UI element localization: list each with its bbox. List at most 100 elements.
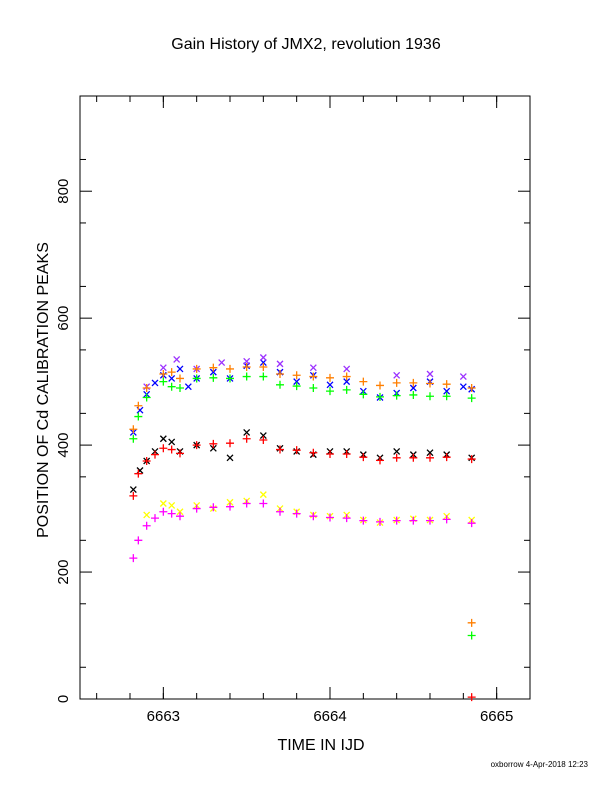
data-point [242,363,251,372]
data-point [392,453,401,462]
data-point [151,450,159,459]
data-point [309,364,317,372]
data-point [226,364,234,373]
data-point [226,498,234,506]
data-point [459,373,467,381]
data-point [176,508,184,516]
data-point [342,372,351,381]
data-point [326,513,334,522]
data-point [376,381,384,390]
data-point [426,449,434,457]
data-point [376,517,384,526]
data-point [343,365,351,373]
data-point [292,382,301,391]
data-point [129,554,138,563]
data-point [142,456,151,465]
data-point [184,383,192,391]
x-axis-label: TIME IN IJD [277,737,365,754]
data-point [392,391,401,400]
data-point [129,491,138,500]
data-point [176,365,184,373]
data-point [192,441,201,450]
data-point [442,380,451,389]
data-point [259,354,267,361]
data-point [276,360,284,368]
y-tick-label: 0 [55,695,72,703]
data-point [359,377,368,386]
data-point [467,383,476,392]
data-point [242,434,251,443]
data-point [159,435,167,443]
data-point [259,499,268,508]
data-point [443,387,451,395]
data-point [134,412,143,421]
data-point [129,434,138,443]
data-point [467,394,476,403]
data-point [426,370,434,378]
data-point [326,449,334,458]
data-point [326,387,334,396]
y-tick-label: 800 [55,179,72,204]
data-point [292,509,301,518]
data-marks [129,354,476,702]
data-point [159,444,168,453]
data-point [426,516,434,525]
data-point [292,446,301,455]
data-point [168,501,176,509]
data-point [176,449,184,458]
data-point [359,453,368,462]
data-point [309,512,318,521]
data-point [134,469,143,478]
data-point [209,368,217,376]
data-point [467,618,476,627]
data-point [167,368,176,377]
y-tick-label: 200 [55,560,72,585]
data-point [159,507,168,516]
data-point [376,456,384,465]
data-point [342,449,351,458]
data-point [167,509,176,518]
data-point [409,390,418,399]
data-point [167,445,176,454]
data-point [209,444,217,452]
data-point [226,374,234,383]
data-point [442,515,451,524]
x-tick-label: 6663 [147,708,180,725]
data-point [259,432,267,440]
data-point [129,486,137,493]
data-point [326,373,334,382]
data-point [426,379,434,388]
data-point [467,519,476,528]
data-point [409,378,418,387]
data-point [209,439,218,448]
footer-credit: oxborrow 4-Apr-2018 12:23 [490,760,588,769]
data-point [359,390,368,399]
data-point [192,364,201,373]
data-point [167,382,176,391]
data-point [168,438,176,446]
data-point [143,511,151,519]
data-point [392,516,401,525]
data-point [276,380,284,389]
data-point [226,454,234,462]
data-point [442,392,451,401]
x-tick-label: 6665 [480,708,513,725]
data-point [326,381,334,389]
data-point [442,453,451,462]
data-point [359,516,368,525]
data-point [426,453,434,462]
data-point [159,377,168,386]
data-point [176,512,184,521]
data-point [342,385,351,394]
data-point [173,355,181,363]
data-point [218,359,226,367]
data-point [134,401,143,410]
data-point [168,374,176,382]
data-point [259,359,267,367]
data-point [209,373,218,382]
y-axis-label: POSITION OF Cd CALIBRATION PEAKS [35,242,52,538]
chart-title: Gain History of JMX2, revolution 1936 [171,36,441,53]
data-point [276,507,284,516]
data-point [151,514,159,523]
data-point [129,425,138,434]
